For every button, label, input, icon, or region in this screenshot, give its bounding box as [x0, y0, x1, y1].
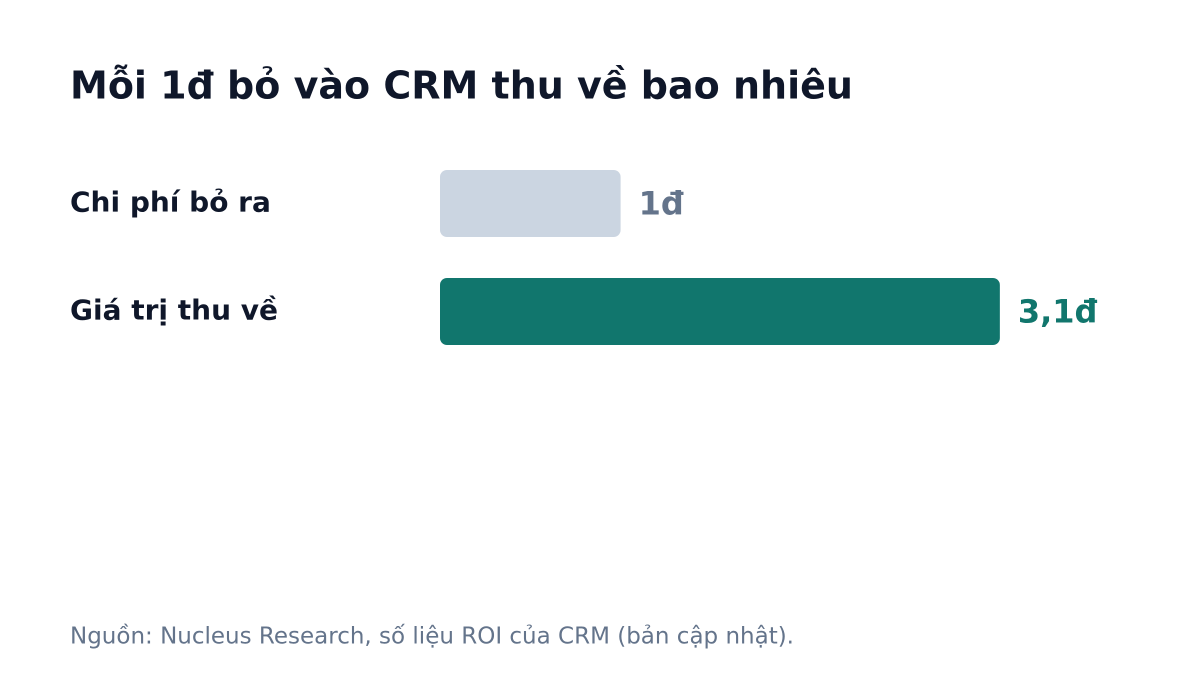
bar: [440, 170, 621, 237]
category-label: Giá trị thu về: [70, 294, 278, 327]
bar: [440, 278, 1000, 345]
source-note: Nguồn: Nucleus Research, số liệu ROI của…: [70, 624, 794, 650]
value-label: 1đ: [639, 185, 684, 223]
value-label: 3,1đ: [1018, 293, 1098, 331]
chart-title: Mỗi 1đ bỏ vào CRM thu về bao nhiêu: [70, 64, 853, 108]
category-label: Chi phí bỏ ra: [70, 186, 271, 219]
